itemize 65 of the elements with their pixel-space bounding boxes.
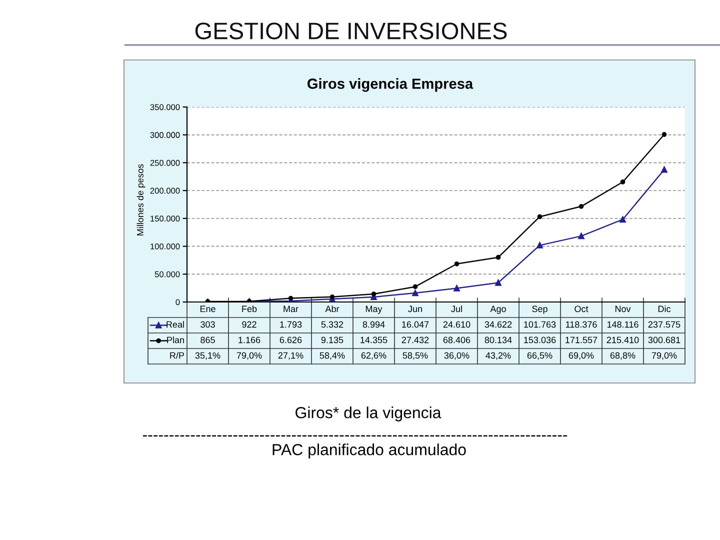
- data-label: 153.036: [524, 336, 556, 344]
- text: --------------------------------------------------------------------------------: [142, 435, 568, 437]
- y-tick-label: 0: [176, 299, 180, 306]
- data-label: 148.116: [607, 321, 638, 328]
- data-label: 27.432: [402, 336, 429, 344]
- chart-subtitle: Giros vigencia Empresa: [308, 78, 474, 92]
- data-label: 300.681: [648, 336, 680, 344]
- x-tick-label: Ene: [200, 306, 216, 312]
- text: 58,5%: [402, 352, 428, 360]
- data-label: 34.622: [484, 321, 512, 328]
- text: 36,0%: [444, 352, 470, 360]
- text: R/P: [170, 352, 184, 359]
- data-label: 1.166: [238, 336, 260, 344]
- legend-label: Plan: [167, 336, 184, 344]
- x-tick-label: Sep: [532, 306, 548, 314]
- y-tick-label: 150.000: [150, 216, 180, 222]
- text: 58,4%: [320, 352, 345, 360]
- x-tick-label: Jun: [408, 306, 422, 312]
- data-label: 5.332: [321, 321, 344, 328]
- x-tick-label: Oct: [574, 306, 588, 312]
- y-tick-label: 350.000: [150, 104, 180, 110]
- x-tick-label: Feb: [242, 305, 257, 312]
- data-label: 922: [242, 321, 256, 328]
- data-label: 865: [200, 336, 215, 344]
- data-label: 68.406: [443, 336, 470, 344]
- legend-label: Real: [166, 321, 184, 328]
- text: 66,5%: [527, 352, 552, 360]
- y-axis-title: Millones de pesos: [136, 164, 146, 236]
- data-label: 14.355: [360, 336, 388, 344]
- data-label: 1.793: [280, 321, 302, 328]
- data-label: 16.047: [402, 321, 429, 328]
- data-label: 118.376: [566, 321, 597, 328]
- text: Giros* de la vigencia: [296, 406, 442, 422]
- text: PAC planificado acumulado: [272, 444, 466, 458]
- data-label: 8.994: [362, 321, 385, 328]
- x-tick-label: Dic: [658, 305, 671, 312]
- data-label: 24.610: [443, 321, 470, 328]
- chart-title: GESTION DE INVERSIONES: [195, 22, 507, 40]
- x-tick-label: Abr: [325, 305, 340, 312]
- data-label: 9.135: [321, 336, 344, 344]
- y-tick-label: 200.000: [150, 188, 180, 194]
- y-tick-label: 250.000: [150, 160, 180, 166]
- x-tick-label: Nov: [615, 306, 631, 312]
- data-label: 303: [200, 321, 215, 328]
- y-tick-label: 50.000: [154, 271, 180, 278]
- x-tick-label: May: [366, 306, 382, 314]
- text: 79,0%: [236, 352, 262, 360]
- data-label: 101.763: [524, 321, 556, 328]
- y-tick-label: 100.000: [150, 243, 180, 250]
- data-label: 80.134: [484, 336, 512, 344]
- text: 79,0%: [652, 352, 677, 360]
- text: 68,8%: [610, 352, 636, 360]
- text: 35,1%: [195, 352, 220, 360]
- data-label: 215.410: [606, 336, 639, 344]
- data-label: 171.557: [566, 336, 598, 344]
- data-label: 6.626: [280, 336, 302, 344]
- text: 43,2%: [486, 352, 511, 360]
- x-tick-label: Jul: [451, 305, 462, 312]
- data-label: 237.575: [648, 321, 680, 328]
- text: 69,0%: [568, 352, 594, 360]
- x-tick-label: Mar: [284, 306, 298, 312]
- y-tick-label: 300.000: [150, 132, 180, 138]
- x-tick-label: Ago: [490, 306, 506, 314]
- text: 27,1%: [278, 352, 304, 360]
- text: 62,6%: [361, 352, 386, 360]
